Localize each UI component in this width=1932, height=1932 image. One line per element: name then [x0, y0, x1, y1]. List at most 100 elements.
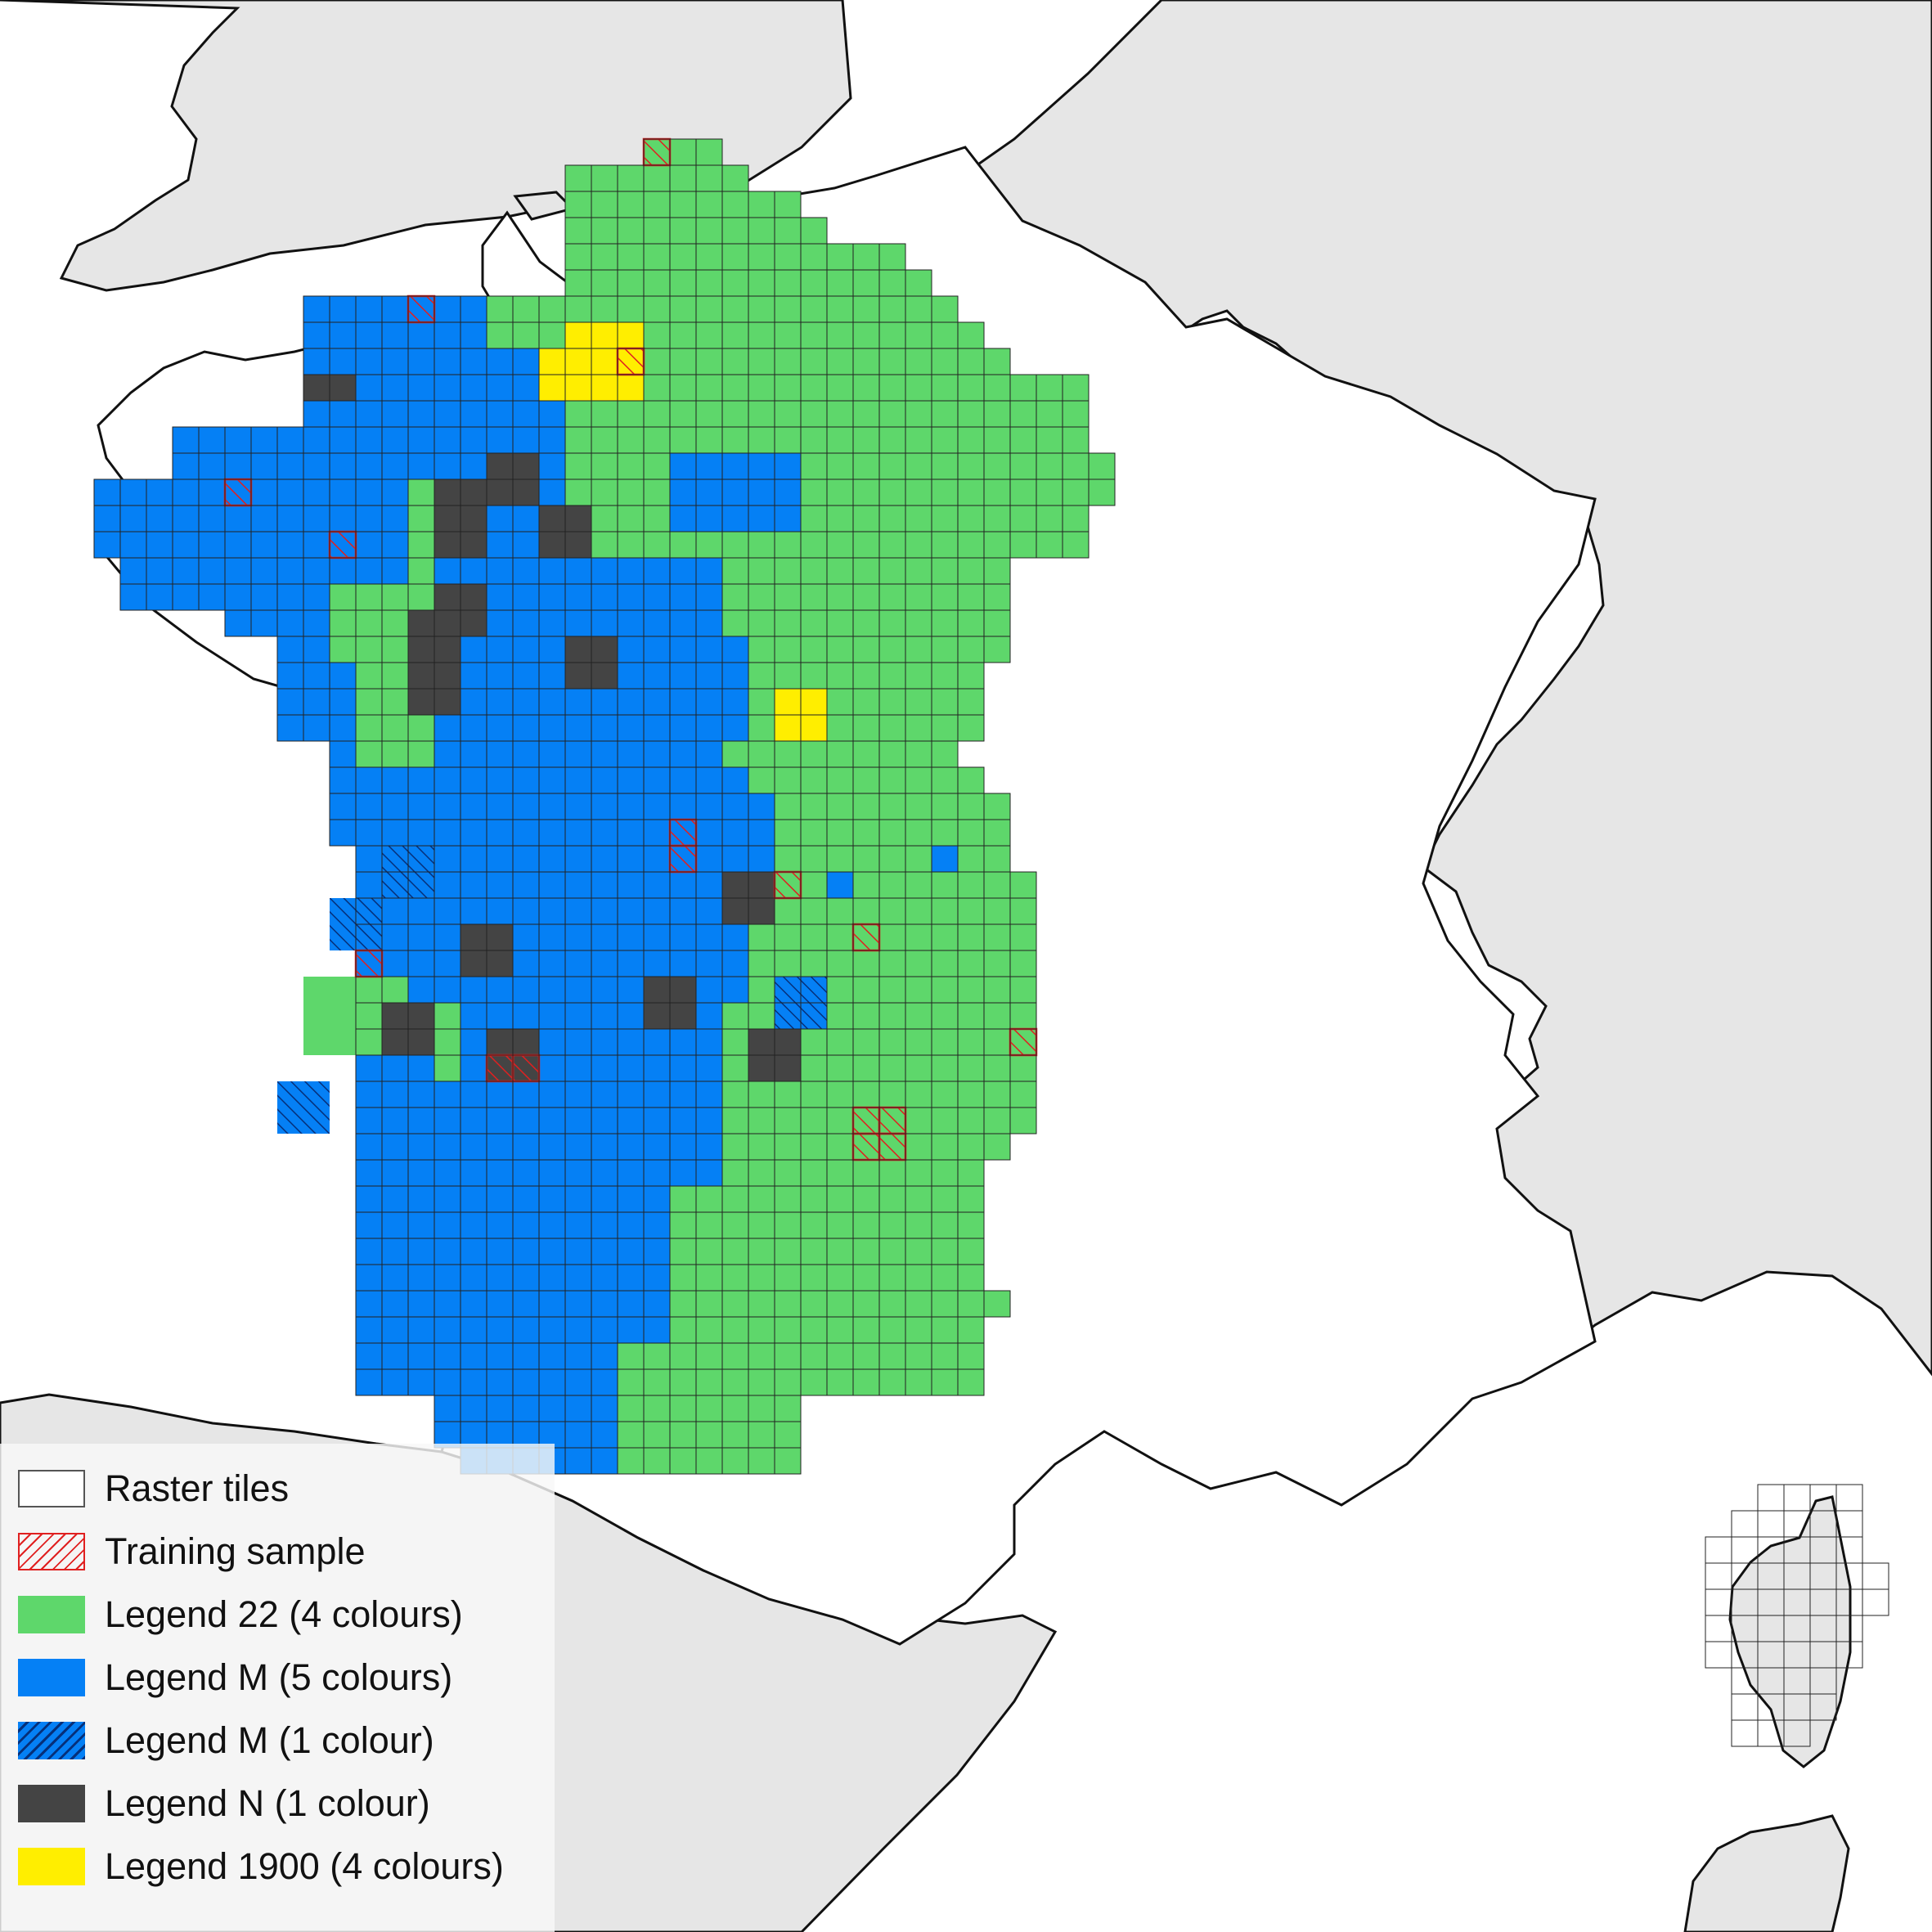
tile-legend-22: [696, 165, 722, 191]
tile-legend-m: [670, 479, 696, 505]
tile-legend-n: [565, 636, 591, 663]
tile-legend-22: [1010, 453, 1036, 479]
tile-legend-22: [722, 1055, 748, 1081]
tile-legend-22: [591, 296, 618, 322]
tile-legend-22: [644, 296, 670, 322]
tile-legend-m: [591, 584, 618, 610]
tile-legend-22: [905, 767, 932, 793]
tile-legend-m: [539, 1134, 565, 1160]
tile-legend-m: [356, 427, 382, 453]
tile-legend-22: [618, 453, 644, 479]
tile-legend-m: [696, 715, 722, 741]
tile-legend-m: [461, 715, 487, 741]
tile-legend-m: [461, 1369, 487, 1395]
tile-legend-22: [408, 532, 434, 558]
tile-legend-m: [722, 636, 748, 663]
tile-legend-22: [958, 453, 984, 479]
tile-legend-m: [539, 401, 565, 427]
tile-legend-m: [539, 1160, 565, 1186]
tile-legend-22: [565, 401, 591, 427]
tile-legend-m: [487, 1317, 513, 1343]
tile-legend-m: [591, 1029, 618, 1055]
tile-legend-22: [591, 427, 618, 453]
tile-legend-22: [827, 1160, 853, 1186]
tile-legend-m: [487, 532, 513, 558]
tile-legend-m: [513, 767, 539, 793]
legend-item-legend-22: Legend 22 (4 colours): [18, 1583, 555, 1646]
tile-legend-22: [801, 1369, 827, 1395]
tile-legend-m: [696, 977, 722, 1003]
tile-legend-22: [722, 1291, 748, 1317]
tile-legend-m: [225, 584, 251, 610]
tile-legend-m: [618, 610, 644, 636]
tile-legend-22: [984, 872, 1010, 898]
tile-legend-22: [905, 977, 932, 1003]
tile-legend-22: [356, 610, 382, 636]
tile-legend-22: [591, 218, 618, 244]
tile-legend-n: [408, 663, 434, 689]
tile-legend-22: [827, 663, 853, 689]
raster-tile: [957, 714, 985, 742]
tile-legend-m: [618, 793, 644, 820]
tile-legend-22: [801, 453, 827, 479]
tile-legend-m: [618, 1160, 644, 1186]
tile-legend-n: [539, 505, 565, 532]
tile-legend-22: [591, 532, 618, 558]
tile-legend-m: [591, 1317, 618, 1343]
tile-legend-22: [984, 610, 1010, 636]
tile-legend-n: [513, 479, 539, 505]
tile-legend-22: [827, 453, 853, 479]
tile-legend-m: [722, 715, 748, 741]
tile-legend-m: [644, 1265, 670, 1291]
training-sample-tile: [407, 294, 436, 324]
tile-legend-m: [670, 715, 696, 741]
tile-legend-m: [513, 1108, 539, 1134]
tile-legend-m: [434, 820, 461, 846]
tile-legend-22: [618, 1422, 644, 1448]
tile-legend-m: [277, 610, 303, 636]
tile-legend-22: [827, 348, 853, 375]
tile-legend-m: [382, 1343, 408, 1369]
tile-legend-22: [984, 924, 1010, 950]
tile-legend-m: [461, 872, 487, 898]
tile-legend-1900: [775, 715, 801, 741]
raster-tile: [1757, 1510, 1785, 1538]
tile-legend-m: [382, 1369, 408, 1395]
tile-legend-m: [670, 741, 696, 767]
tile-legend-22: [722, 1186, 748, 1212]
tile-legend-m: [303, 322, 330, 348]
tile-legend-m: [251, 505, 277, 532]
tile-legend-m: [461, 348, 487, 375]
tile-legend-22: [905, 505, 932, 532]
tile-legend-22: [670, 427, 696, 453]
tile-legend-22: [905, 950, 932, 977]
tile-legend-m: [434, 741, 461, 767]
tile-legend-n: [408, 610, 434, 636]
tile-legend-22: [932, 1160, 958, 1186]
tile-legend-m: [644, 924, 670, 950]
tile-legend-m: [382, 427, 408, 453]
tile-legend-m: [618, 1055, 644, 1081]
tile-legend-22: [853, 270, 879, 296]
tile-legend-m: [513, 924, 539, 950]
tile-legend-22: [356, 715, 382, 741]
tile-legend-m-1: [277, 1108, 303, 1134]
tile-legend-22: [722, 610, 748, 636]
tile-legend-m: [356, 558, 382, 584]
tile-legend-22: [1036, 453, 1063, 479]
tile-legend-m: [303, 453, 330, 479]
tile-legend-m: [356, 375, 382, 401]
tile-legend-22: [722, 191, 748, 218]
tile-legend-22: [905, 558, 932, 584]
tile-legend-22: [879, 270, 905, 296]
raster-tile: [1009, 1107, 1037, 1134]
tile-legend-22: [827, 1108, 853, 1134]
tile-legend-m: [539, 1343, 565, 1369]
tile-legend-m: [487, 820, 513, 846]
tile-legend-m: [303, 427, 330, 453]
tile-legend-m: [408, 1291, 434, 1317]
tile-legend-22: [382, 663, 408, 689]
tile-legend-n: [461, 532, 487, 558]
tile-legend-m: [696, 689, 722, 715]
tile-legend-n: [461, 479, 487, 505]
